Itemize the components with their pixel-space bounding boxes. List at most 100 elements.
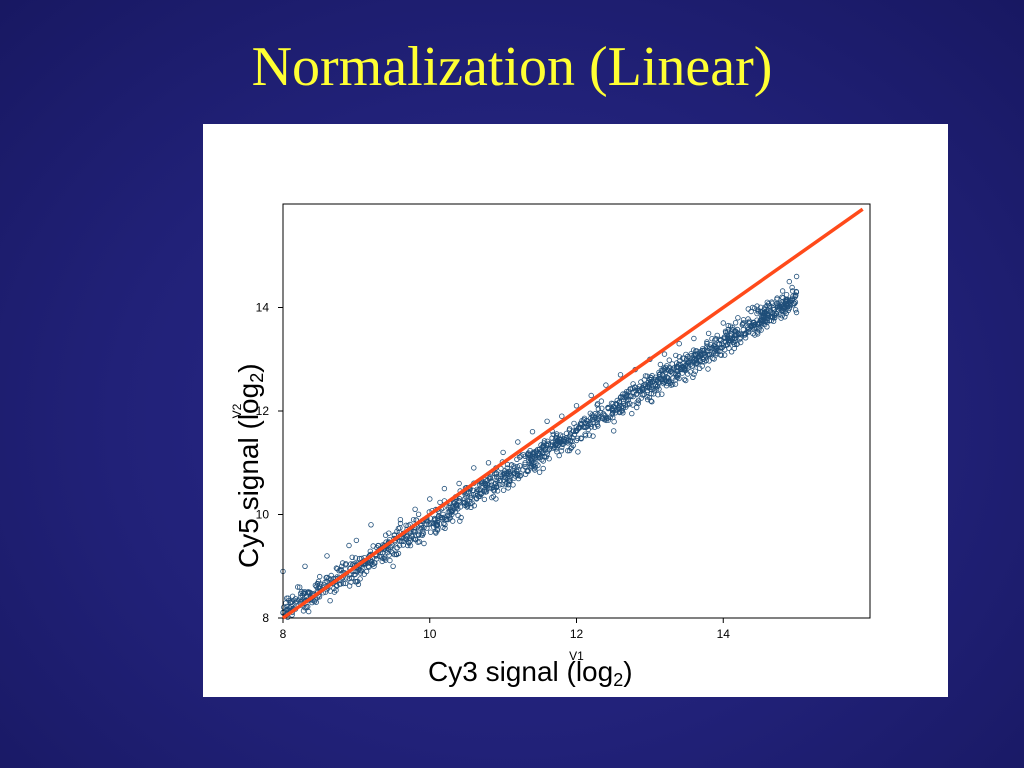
scatter-point xyxy=(588,392,594,399)
scatter-point xyxy=(573,403,580,409)
scatter-point xyxy=(387,557,393,564)
y-axis-overlay-label: Cy5 signal (log2) xyxy=(233,363,267,568)
y-overlay-main: Cy5 signal (log xyxy=(233,382,264,568)
scatter-point xyxy=(754,310,760,317)
scatter-point xyxy=(427,529,434,535)
scatter-point xyxy=(554,431,560,437)
scatter-point xyxy=(650,386,656,392)
scatter-point xyxy=(783,291,790,298)
scatter-point xyxy=(614,406,620,413)
scatter-chart: 8 10 12 14 8 10 12 14 V1 V2 xyxy=(230,203,871,663)
scatter-point xyxy=(609,406,615,412)
scatter-point xyxy=(620,410,626,416)
scatter-point xyxy=(754,317,760,323)
scatter-point xyxy=(471,465,477,471)
scatter-point xyxy=(582,432,589,439)
scatter-point xyxy=(474,492,480,498)
scatter-point xyxy=(605,405,611,412)
scatter-point xyxy=(782,314,788,320)
scatter-point xyxy=(348,579,354,585)
scatter-point xyxy=(517,463,523,469)
scatter-point xyxy=(336,581,343,587)
scatter-point xyxy=(793,273,800,280)
scatter-point xyxy=(466,498,473,505)
scatter-point xyxy=(677,361,683,367)
scatter-point xyxy=(725,326,731,333)
scatter-point xyxy=(342,562,349,568)
scatter-point xyxy=(793,309,800,316)
scatter-point xyxy=(456,498,462,504)
scatter-point xyxy=(758,314,765,320)
scatter-point xyxy=(400,542,406,548)
scatter-point xyxy=(659,391,665,397)
x-tick-label: 10 xyxy=(423,627,437,641)
scatter-point xyxy=(745,306,751,312)
scatter-point xyxy=(289,599,295,605)
scatter-point xyxy=(600,411,607,417)
scatter-point xyxy=(368,522,374,528)
scatter-point xyxy=(780,305,786,311)
scatter-point xyxy=(550,431,556,438)
scatter-point xyxy=(755,307,761,313)
x-overlay-main: Cy3 signal (log xyxy=(428,656,614,687)
scatter-point xyxy=(603,382,609,388)
scatter-point xyxy=(300,589,306,596)
scatter-point xyxy=(792,307,799,313)
scatter-point xyxy=(786,278,792,285)
scatter-point xyxy=(355,581,362,587)
scatter-point xyxy=(735,315,741,321)
scatter-point xyxy=(685,353,691,360)
scatter-point xyxy=(435,513,442,519)
scatter-point xyxy=(745,316,751,322)
scatter-point xyxy=(714,332,720,339)
scatter-point xyxy=(717,352,724,358)
scatter-point xyxy=(361,571,367,577)
scatter-point xyxy=(294,584,301,590)
scatter-point xyxy=(611,428,617,434)
scatter-point xyxy=(598,398,605,404)
scatter-point xyxy=(566,426,573,432)
scatter-point xyxy=(390,563,396,569)
scatter-point xyxy=(789,288,796,294)
scatter-point xyxy=(558,448,565,454)
scatter-point xyxy=(531,459,537,466)
scatter-point xyxy=(634,404,640,411)
scatter-point xyxy=(522,464,528,470)
scatter-point xyxy=(463,494,469,500)
scatter-point xyxy=(484,483,490,490)
scatter-point xyxy=(496,477,503,484)
fit-line xyxy=(281,207,864,620)
scatter-point xyxy=(508,462,515,468)
scatter-point xyxy=(505,468,511,475)
scatter-point xyxy=(648,398,654,404)
y-tick-label: 10 xyxy=(256,508,270,522)
scatter-point xyxy=(442,525,448,531)
scatter-point xyxy=(485,460,492,466)
x-tick-label: 14 xyxy=(717,627,731,641)
scatter-point xyxy=(650,378,657,385)
scatter-point xyxy=(506,481,512,488)
scatter-point xyxy=(694,360,700,366)
scatter-point xyxy=(692,358,698,364)
scatter-point xyxy=(327,598,333,604)
scatter-point xyxy=(566,447,573,454)
scatter-point xyxy=(751,324,758,331)
scatter-point xyxy=(723,342,729,348)
scatter-point xyxy=(734,326,741,333)
scatter-point xyxy=(339,560,346,566)
y-tick-label: 14 xyxy=(256,301,270,315)
scatter-point xyxy=(666,357,672,363)
scatter-point xyxy=(504,470,510,476)
x-axis-label: V1 xyxy=(569,649,584,663)
chart-panel: 8 10 12 14 8 10 12 14 V1 V2 Cy3 signal (log2) Cy5… xyxy=(203,124,948,697)
scatter-point xyxy=(500,449,506,456)
scatter-point xyxy=(550,439,556,445)
scatter-point xyxy=(770,310,776,316)
scatter-point xyxy=(673,352,679,359)
scatter-point xyxy=(352,555,359,561)
scatter-point xyxy=(770,306,777,313)
scatter-point xyxy=(697,351,703,358)
scatter-point xyxy=(738,339,744,346)
scatter-point xyxy=(629,410,635,417)
scatter-point xyxy=(479,480,485,486)
